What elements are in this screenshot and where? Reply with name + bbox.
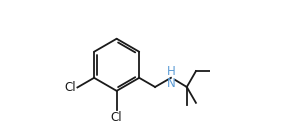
Text: Cl: Cl — [64, 81, 76, 94]
Text: Cl: Cl — [111, 111, 122, 124]
Text: H
N: H N — [166, 65, 175, 90]
